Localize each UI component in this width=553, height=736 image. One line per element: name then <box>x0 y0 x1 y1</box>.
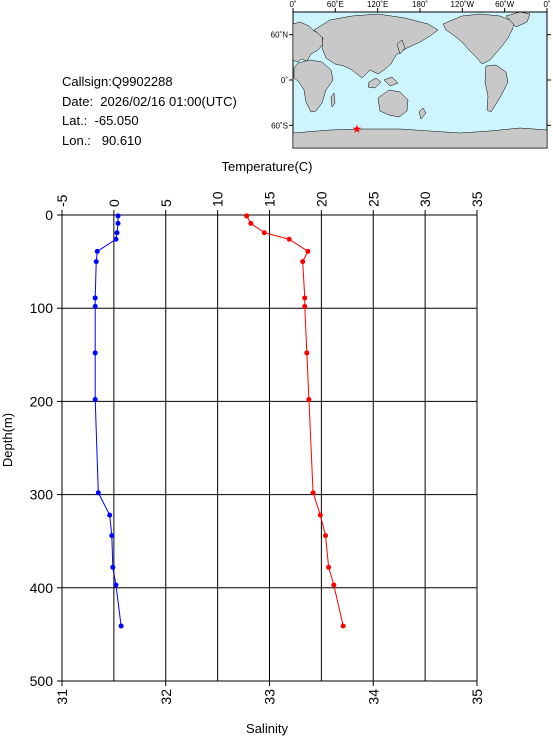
temperature-point <box>244 213 250 219</box>
salinity-point <box>118 623 124 629</box>
temperature-point <box>326 564 332 570</box>
salinity-point <box>94 248 100 254</box>
depth-tick-label: 100 <box>30 300 54 316</box>
salinity-point <box>113 582 119 588</box>
profile-series <box>92 213 346 629</box>
salinity-series <box>92 213 124 629</box>
latitude-text: Lat.: -65.050 <box>62 113 139 128</box>
date-text: Date: 2026/02/16 01:00(UTC) <box>62 93 237 109</box>
temperature-point <box>310 490 316 496</box>
map-lon-label: 0˚ <box>289 0 296 9</box>
depth-tick-label: 300 <box>30 487 54 503</box>
temperature-point <box>302 295 308 301</box>
depth-tick-label: 0 <box>45 207 53 223</box>
salinity-point <box>92 397 98 403</box>
temperature-axis-title: Temperature(C) <box>221 159 312 174</box>
depth-tick-label: 500 <box>30 673 54 689</box>
salinity-point <box>115 220 121 226</box>
temperature-tick-label: 0 <box>106 199 122 207</box>
salinity-point <box>92 350 98 356</box>
salinity-tick-label: 35 <box>469 689 485 705</box>
temperature-tick-label: 35 <box>469 191 485 207</box>
temperature-point <box>286 236 292 242</box>
salinity-point <box>95 490 101 496</box>
temperature-point <box>300 259 306 265</box>
salinity-point <box>107 512 113 518</box>
temperature-point <box>248 220 254 226</box>
temperature-point <box>306 397 312 403</box>
salinity-point <box>113 236 119 242</box>
temperature-point <box>305 248 311 254</box>
map-lat-label: 0˚ <box>281 76 288 85</box>
salinity-point <box>92 303 98 309</box>
float-info: Callsign:Q9902288 Date: 2026/02/16 01:00… <box>62 72 237 150</box>
salinity-axis-title: Salinity <box>246 721 288 736</box>
map-lon-label: 60˚W <box>495 0 515 9</box>
salinity-tick-label: 32 <box>158 689 174 705</box>
temperature-tick-label: 30 <box>417 191 433 207</box>
salinity-tick-label: 31 <box>54 689 70 705</box>
salinity-line <box>94 215 122 627</box>
temperature-tick-label: 20 <box>313 191 329 207</box>
chart-grid <box>61 214 478 682</box>
depth-axis-title: Depth(m) <box>0 413 15 467</box>
temperature-tick-label: 10 <box>210 191 226 207</box>
map-lon-label: 180˚ <box>412 0 428 9</box>
temperature-tick-label: 15 <box>262 191 278 207</box>
map-lon-label: 120˚E <box>367 0 388 9</box>
salinity-tick-label: 33 <box>262 689 278 705</box>
salinity-point <box>93 259 99 265</box>
callsign-text: Callsign:Q9902288 <box>62 74 173 89</box>
temperature-point <box>302 303 308 309</box>
temperature-point <box>331 582 337 588</box>
temperature-point <box>323 533 329 539</box>
map-ticks <box>289 8 551 126</box>
map-labels: 0˚ 60˚E 120˚E 180˚ 120˚W 60˚W 0˚ 60˚N 0˚ 60˚S <box>271 0 551 130</box>
temperature-tick-label: 5 <box>158 199 174 207</box>
temperature-tick-label: 25 <box>365 191 381 207</box>
map-lon-label: 60˚E <box>327 0 344 9</box>
float-location-star-icon <box>352 124 362 133</box>
salinity-point <box>110 564 116 570</box>
longitude-text: Lon.: 90.610 <box>62 132 142 148</box>
map-land <box>292 11 548 149</box>
temperature-line <box>246 215 344 627</box>
salinity-point <box>92 295 98 301</box>
map-lon-label: 120˚W <box>451 0 475 9</box>
depth-tick-label: 400 <box>30 580 54 596</box>
temperature-point <box>317 512 323 518</box>
map-lat-label: 60˚S <box>271 121 288 130</box>
depth-tick-label: 200 <box>30 393 54 409</box>
salinity-point <box>109 533 115 539</box>
temperature-point <box>340 623 346 629</box>
temperature-point <box>304 350 310 356</box>
temperature-point <box>261 230 267 236</box>
map-lon-label: 0˚ <box>543 0 550 9</box>
temperature-series <box>244 213 346 629</box>
map-lat-label: 60˚N <box>271 31 289 40</box>
salinity-tick-label: 34 <box>365 689 381 705</box>
location-map: 0˚ 60˚E 120˚E 180˚ 120˚W 60˚W 0˚ 60˚N 0˚ 60˚S <box>271 0 551 149</box>
salinity-point <box>115 213 121 219</box>
salinity-point <box>114 230 120 236</box>
temperature-tick-label: -5 <box>54 194 70 207</box>
